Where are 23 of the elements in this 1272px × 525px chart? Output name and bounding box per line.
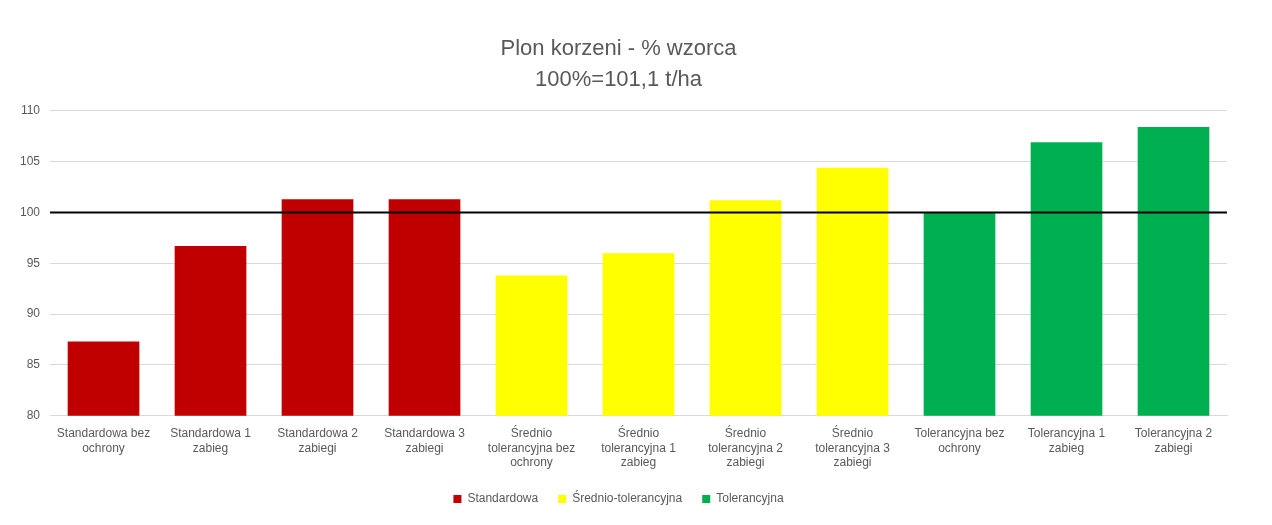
y-tick-label: 80 xyxy=(26,408,41,423)
x-tick-label: Standardowa bez ochrony xyxy=(56,426,151,455)
chart-subtitle: 100%=101,1 t/ha xyxy=(535,65,703,91)
x-tick-label: Standardowa 2 zabiegi xyxy=(277,426,359,455)
legend-label: Tolerancyjna xyxy=(716,491,784,506)
x-tick-label: Tolerancyjna 2 zabiegi xyxy=(1134,426,1213,455)
x-tick-label: Standardowa 1 zabieg xyxy=(170,426,252,455)
y-tick-label: 100 xyxy=(19,204,41,219)
y-tick-label: 105 xyxy=(19,153,41,168)
x-tick-label: Tolerancyjna bez ochrony xyxy=(914,426,1005,455)
y-tick-label: 95 xyxy=(26,255,41,270)
x-tick-label: Standardowa 3 zabiegi xyxy=(384,426,466,455)
x-tick-label: Średnio tolerancyjna 3 zabiegi xyxy=(815,425,891,470)
x-tick-label: Tolerancyjna 1 zabieg xyxy=(1027,426,1106,455)
y-tick-label: 85 xyxy=(26,357,41,372)
legend-label: Standardowa xyxy=(467,491,539,506)
chart-title: Plon korzeni - % wzorca xyxy=(500,35,738,61)
x-tick-label: Średnio tolerancyjna 2 zabiegi xyxy=(708,425,784,470)
legend-label: Średnio-tolerancyjna xyxy=(572,490,683,506)
x-tick-label: Średnio tolerancyjna 1 zabieg xyxy=(601,425,677,470)
y-tick-label: 90 xyxy=(26,306,41,321)
y-tick-label: 110 xyxy=(20,103,41,118)
x-tick-label: Średnio tolerancyjna bez ochrony xyxy=(487,425,576,470)
